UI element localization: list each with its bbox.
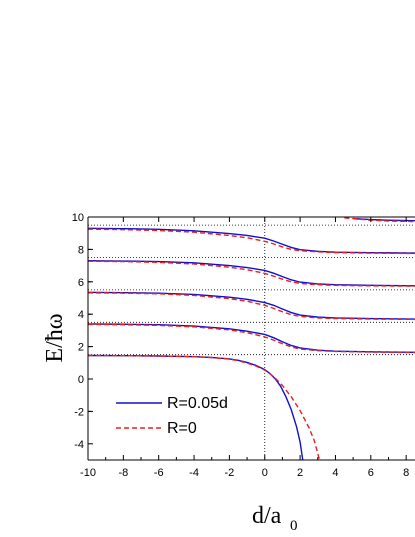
legend-label: R=0.05d [167,395,228,412]
legend-label: R=0 [167,420,197,437]
series-line-r-0 [88,260,415,287]
series-line-r-0 [88,292,415,321]
x-tick-label: -8 [118,467,128,479]
series-line-r-0 [88,323,415,354]
series-line-r-0-05d [88,291,415,320]
axis-titles: E/ħω d/a 0 [42,313,298,534]
series-line-r-0-05d [88,227,415,254]
x-axis-title-subscript: 0 [290,518,298,534]
y-tick-label: 8 [78,244,84,256]
x-tick-label: 2 [297,467,303,479]
y-tick-label: 0 [78,374,84,386]
y-axis-title: E/ħω [42,313,68,362]
x-tick-label: 0 [262,467,268,479]
x-tick-label: -6 [154,467,164,479]
series-line-r-0 [88,228,415,255]
x-tick-label: -2 [225,467,235,479]
x-axis-title: d/a [252,503,282,529]
x-tick-label: 6 [368,467,374,479]
legend: R=0.05d R=0 [116,395,228,437]
y-tick-label: -2 [74,406,84,418]
y-tick-label: 2 [78,342,84,354]
y-tick-label: 6 [78,277,84,289]
series-line-r-0-05d [88,323,415,353]
y-tick-label: 4 [78,309,84,321]
y-tick-label: 10 [72,212,84,224]
series-lines [88,217,415,460]
x-tick-label: -10 [80,467,96,479]
reference-lines [88,217,415,460]
y-tick-label: -4 [74,439,84,451]
x-tick-label: 4 [332,467,338,479]
x-tick-label: -4 [189,467,199,479]
axes: -10 -8 -6 -4 -2 0 2 4 6 8 -4 -2 0 2 4 6 8 10 [72,212,415,479]
series-line-r-0 [88,354,321,460]
series-line-r-0-05d [88,260,415,287]
x-tick-label: 8 [403,467,409,479]
